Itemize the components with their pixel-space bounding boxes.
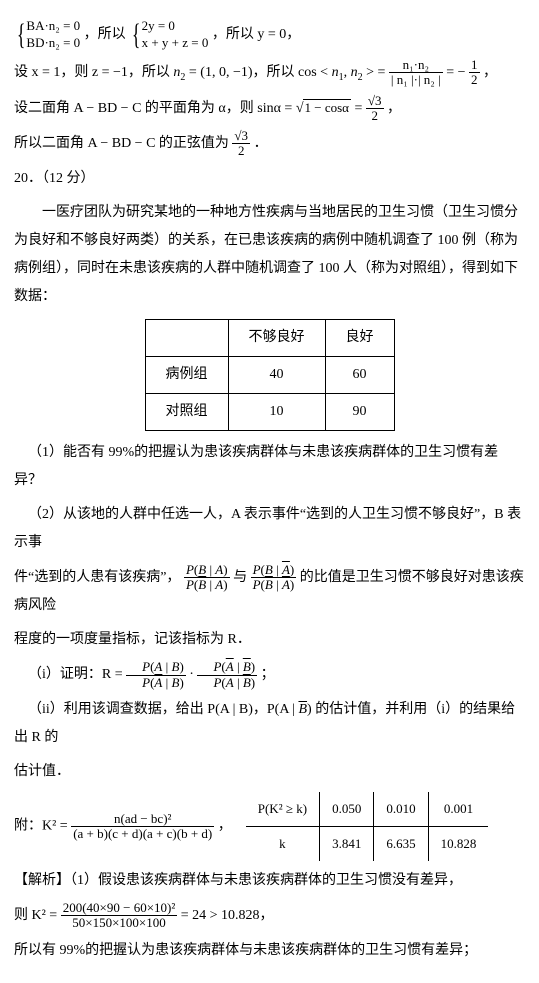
halfnum: 1 <box>469 58 480 73</box>
p3a: 设二面角 A − BD − C 的平面角为 α，则 sinα = <box>14 101 296 116</box>
brace-sys1: { BA·n₂ = 0 BD·n₂ = 0 <box>14 18 80 52</box>
sys1-l1: BA·n₂ = 0 <box>26 18 80 35</box>
p2fracnum: n₁·n₂ <box>389 58 443 73</box>
p3c: ， <box>387 101 401 116</box>
para-setx: 设 x = 1，则 z = −1，所以 n2 = (1, 0, −1)，所以 c… <box>14 58 525 88</box>
p3fden: 2 <box>366 109 384 123</box>
p2d: = − <box>446 65 469 80</box>
k2num: n(ad − bc)² <box>71 812 214 827</box>
ans2pre: 则 K² = <box>14 908 61 923</box>
qipre: （i）证明：R = <box>28 667 126 682</box>
q20-heading: 20．（12 分） <box>14 165 525 193</box>
p2e: ， <box>483 65 497 80</box>
p2b: = (1, 0, −1)，所以 cos < <box>189 65 332 80</box>
cell-r1: 病例组 <box>145 356 228 393</box>
tail1: ，所以 y = 0， <box>212 27 300 42</box>
attach-line: 附：K² = n(ad − bc)² (a + b)(c + d)(a + c)… <box>14 792 525 861</box>
cell-r2: 对照组 <box>145 393 228 430</box>
ans2num: 200(40×90 − 60×10)² <box>61 901 178 916</box>
kt-h: P(K² ≥ k) <box>246 792 320 827</box>
para-dihedral-result: 所以二面角 A − BD − C 的正弦值为 √3 2 ． <box>14 129 525 159</box>
kt-k2: 6.635 <box>374 826 428 861</box>
p4fden: 2 <box>232 144 250 158</box>
critical-value-table: P(K² ≥ k) 0.050 0.010 0.001 k 3.841 6.63… <box>246 792 489 861</box>
cell-h2: 良好 <box>325 319 394 356</box>
frac-sqrt3-2a: √3 2 <box>366 94 384 124</box>
p3b: = <box>355 101 366 116</box>
ans2den: 50×150×100×100 <box>61 916 178 930</box>
q2-line2: 件“选到的人患有该疾病”， P(B | A) P(B | A) 与 P(B | … <box>14 563 525 621</box>
qiibbar: B <box>298 702 307 717</box>
p4a: 所以二面角 A − BD − C 的正弦值为 <box>14 136 232 151</box>
qi-line: （i）证明：R = P(A | B) P(A | B) · P(A | B) P… <box>14 660 525 690</box>
q1: （1）能否有 99%的把握认为患该疾病群体与未患该疾病群体的卫生习惯有差异？ <box>14 439 525 495</box>
sys2-l2: x + y + z = 0 <box>142 35 209 52</box>
qii-line2: 估计值． <box>14 758 525 786</box>
p2fracden: | n₁ |·| n₂ | <box>389 73 443 87</box>
brace-sys2: { 2y = 0 x + y + z = 0 <box>129 18 208 52</box>
para-dihedral-sin: 设二面角 A − BD − C 的平面角为 α，则 sinα = √1 − co… <box>14 94 525 124</box>
frac-n1n2: n₁·n₂ | n₁ |·| n₂ | <box>389 58 443 88</box>
conj1: ，所以 <box>84 27 126 42</box>
ans-conclude: 所以有 99%的把握认为患该疾病群体与未患该疾病群体的卫生习惯有差异； <box>14 937 525 965</box>
sys2-l1: 2y = 0 <box>142 18 209 35</box>
table-row: P(K² ≥ k) 0.050 0.010 0.001 <box>246 792 489 827</box>
frac-ans-k2: 200(40×90 − 60×10)² 50×150×100×100 <box>61 901 178 931</box>
frac-A: P(B | A) P(B | A) <box>184 563 230 593</box>
q2bpre: 件“选到的人患有该疾病”， <box>14 570 180 585</box>
qiia: （ii）利用该调查数据，给出 P(A | B)，P(A | <box>28 702 298 717</box>
table-row: 对照组 10 90 <box>145 393 394 430</box>
cell-v12: 60 <box>325 356 394 393</box>
table-row: 不够良好 良好 <box>145 319 394 356</box>
p2a: 设 x = 1，则 z = −1，所以 <box>14 65 173 80</box>
cell-blank <box>145 319 228 356</box>
qimid: · <box>189 667 197 682</box>
p2c: > = <box>366 65 389 80</box>
kt-k1: 3.841 <box>320 826 374 861</box>
qii-line1: （ii）利用该调查数据，给出 P(A | B)，P(A | B) 的估计值，并利… <box>14 696 525 752</box>
table-row: k 3.841 6.635 10.828 <box>246 826 489 861</box>
frac-B: P(B | A) P(B | A) <box>251 563 297 593</box>
q2bmid: 与 <box>233 570 251 585</box>
frac-D: P(A | B) P(A | B) <box>197 660 257 690</box>
kt-v3: 0.001 <box>428 792 488 827</box>
p4fnum: √3 <box>232 129 250 144</box>
k2den: (a + b)(c + d)(a + c)(b + d) <box>71 827 214 841</box>
table-row: 病例组 40 60 <box>145 356 394 393</box>
kt-v1: 0.050 <box>320 792 374 827</box>
cell-v22: 90 <box>325 393 394 430</box>
qipost: ； <box>261 667 275 682</box>
attcomma: ， <box>218 819 232 834</box>
frac-C: P(A | B) P(A | B) <box>126 660 186 690</box>
p3fnum: √3 <box>366 94 384 109</box>
kt-k: k <box>246 826 320 861</box>
q2-line1: （2）从该地的人群中任选一人，A 表示事件“选到的人卫生习惯不够良好”，B 表示… <box>14 501 525 557</box>
cell-v21: 10 <box>228 393 325 430</box>
halfden: 2 <box>469 73 480 87</box>
p4b: ． <box>254 136 268 151</box>
ans-head: 【解析】（1）假设患该疾病群体与未患该疾病群体的卫生习惯没有差异， <box>14 867 525 895</box>
frac-k2: n(ad − bc)² (a + b)(c + d)(a + c)(b + d) <box>71 812 214 842</box>
attpre: 附：K² = <box>14 819 71 834</box>
cell-h1: 不够良好 <box>228 319 325 356</box>
ans-k2: 则 K² = 200(40×90 − 60×10)² 50×150×100×10… <box>14 901 525 931</box>
q20-body: 一医疗团队为研究某地的一种地方性疾病与当地居民的卫生习惯（卫生习惯分为良好和不够… <box>14 199 525 311</box>
kt-k3: 10.828 <box>428 826 488 861</box>
survey-table: 不够良好 良好 病例组 40 60 对照组 10 90 <box>145 319 395 431</box>
frac-half: 1 2 <box>469 58 480 88</box>
frac-sqrt3-2b: √3 2 <box>232 129 250 159</box>
sys1-l2: BD·n₂ = 0 <box>26 35 80 52</box>
cell-v11: 40 <box>228 356 325 393</box>
p3rad: 1 − cosα <box>303 99 351 115</box>
line-eq-systems: { BA·n₂ = 0 BD·n₂ = 0 ，所以 { 2y = 0 x + y… <box>14 18 525 52</box>
q2-line3: 程度的一项度量指标，记该指标为 R． <box>14 626 525 654</box>
ans2post: = 24 > 10.828， <box>181 908 274 923</box>
kt-v2: 0.010 <box>374 792 428 827</box>
